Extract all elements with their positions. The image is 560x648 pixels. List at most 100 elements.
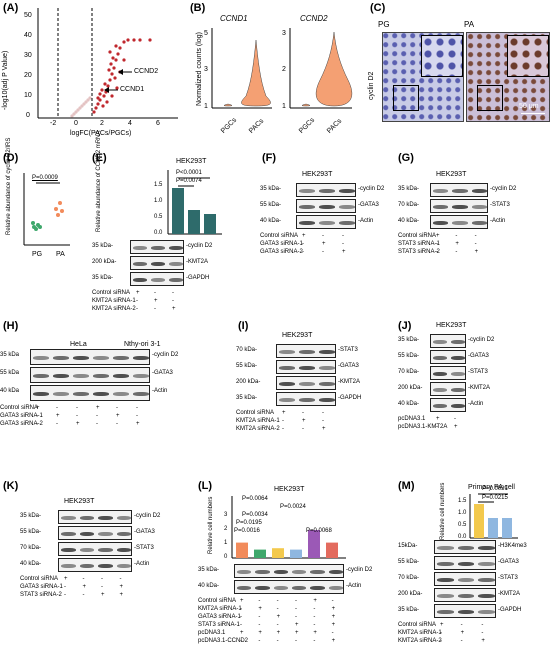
condition-sign: -	[136, 413, 138, 419]
kda-marker: 70 kDa-	[20, 545, 42, 551]
kda-marker: 200 kDa-	[398, 591, 423, 597]
condition-sign: +	[119, 592, 124, 598]
condition-label: KMT2A siRNA-1	[198, 606, 242, 612]
protein-band	[237, 570, 252, 574]
volcano-point	[118, 46, 122, 50]
volcano-svg	[37, 8, 178, 119]
protein-band	[339, 221, 355, 225]
protein-band	[33, 374, 49, 378]
protein-band	[53, 356, 69, 360]
volcano-point	[110, 72, 114, 76]
volcano-point	[96, 102, 100, 106]
volcano-xtick: 0	[74, 120, 78, 127]
e-ytick: 1.5	[154, 182, 163, 188]
condition-sign: -	[116, 405, 118, 411]
blot-strip	[276, 360, 336, 374]
condition-sign: -	[454, 416, 456, 422]
protein-band	[299, 382, 315, 386]
protein-band	[255, 570, 270, 574]
condition-sign: -	[302, 410, 304, 416]
protein-band	[437, 546, 454, 550]
condition-sign: +	[154, 298, 158, 304]
volcano-point	[100, 88, 104, 92]
band-label: -KMT2A	[498, 591, 521, 597]
protein-band	[292, 586, 307, 590]
protein-band	[279, 382, 295, 386]
blot-strip	[434, 588, 496, 602]
m-bar-svg	[469, 493, 518, 539]
condition-label: KMT2A siRNA-1	[92, 298, 136, 304]
panel-label-i: (I)	[238, 320, 249, 332]
condition-sign: -	[302, 426, 304, 432]
condition-sign: -	[455, 233, 458, 239]
condition-sign: +	[331, 622, 336, 628]
panel-m: Primary PA cell Relative cell numbers P=…	[398, 480, 560, 648]
f-cell-line: HEK293T	[302, 171, 333, 178]
blot-strip	[58, 510, 132, 524]
blot-strip	[430, 183, 488, 197]
protein-band	[328, 570, 343, 574]
condition-sign: -	[76, 413, 78, 419]
protein-band	[328, 586, 343, 590]
condition-sign: +	[36, 405, 40, 411]
volcano-point	[108, 78, 112, 82]
band-label: -cyclin D2	[186, 243, 213, 249]
volcano-point	[111, 56, 115, 60]
volcano-ytick: 50	[24, 12, 32, 19]
m-ytick: 1.5	[458, 498, 467, 504]
band-label: -STAT3	[490, 202, 510, 208]
l-ytick: 0	[224, 554, 228, 560]
condition-sign: -	[240, 638, 242, 644]
condition-sign: -	[481, 630, 484, 636]
kda-marker: 40 kDa-	[198, 583, 220, 589]
volcano-point	[94, 106, 98, 110]
condition-sign: +	[322, 426, 326, 432]
condition-sign: +	[82, 584, 87, 590]
l-bar	[272, 548, 284, 558]
kda-marker: 55 kDa-	[398, 353, 420, 359]
volcano-ytick: 30	[24, 52, 32, 59]
condition-sign: +	[101, 592, 105, 598]
violin-left-ytick: 3	[204, 66, 208, 73]
l-pvalue: P=0.0068	[306, 528, 332, 534]
band-label: -KMT2A	[338, 379, 361, 385]
condition-sign: -	[313, 638, 316, 644]
volcano-xtick: 6	[156, 120, 160, 127]
condition-sign: +	[454, 424, 458, 430]
condition-sign: -	[276, 638, 279, 644]
volcano-point	[109, 62, 113, 66]
panel-label-j: (J)	[398, 320, 412, 332]
protein-band	[471, 189, 487, 193]
volcano-point	[110, 94, 114, 98]
blot-strip	[234, 580, 344, 594]
protein-band	[299, 189, 315, 193]
protein-band	[151, 262, 165, 266]
protein-band	[79, 516, 94, 520]
condition-sign: -	[331, 598, 334, 604]
protein-band	[33, 356, 49, 360]
condition-sign: -	[101, 584, 103, 590]
l-bar	[254, 549, 266, 558]
band-label: -cyclin D2	[134, 513, 161, 519]
condition-sign: -	[101, 576, 103, 582]
condition-label: GATA3 siRNA-1	[198, 614, 241, 620]
protein-band	[433, 205, 449, 209]
volcano-point	[138, 38, 142, 42]
kda-marker: 40 kDa	[0, 388, 20, 394]
protein-band	[299, 221, 315, 225]
d-xtick-pa: PA	[56, 251, 65, 258]
blot-strip	[430, 350, 466, 364]
protein-band	[273, 586, 288, 590]
kda-marker: 35 kDa-	[236, 395, 258, 401]
volcano-point	[126, 38, 130, 42]
band-label: -cyclin D2	[346, 567, 373, 573]
volcano-point-ns	[80, 104, 84, 108]
band-label: -STAT3	[468, 369, 488, 375]
protein-band	[116, 548, 131, 552]
protein-band	[133, 278, 147, 282]
m-ytick: 0.5	[458, 522, 467, 528]
condition-sign: +	[481, 638, 485, 644]
kda-marker: 55 kDa	[0, 370, 20, 376]
kda-marker: 35 kDa-	[92, 243, 114, 249]
condition-sign: -	[64, 584, 66, 590]
